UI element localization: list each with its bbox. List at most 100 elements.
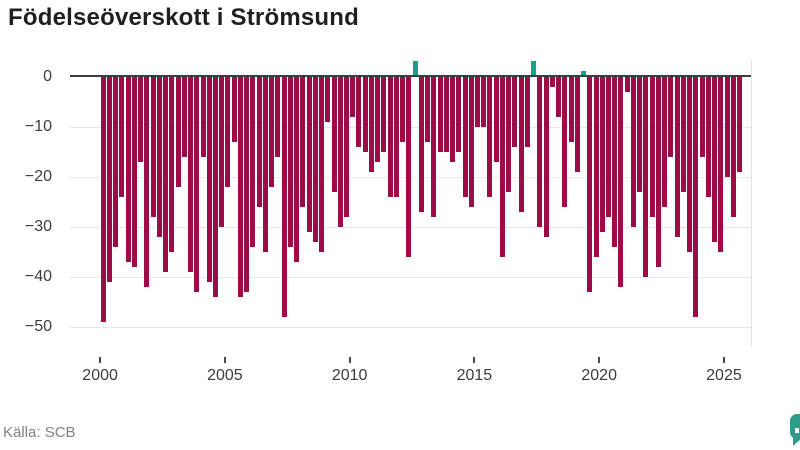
bar-2017Q3 bbox=[537, 77, 543, 227]
bar-2022Q4 bbox=[668, 77, 674, 157]
x-axis-tick-label: 2020 bbox=[581, 367, 617, 384]
bar-2007Q2 bbox=[281, 77, 287, 317]
bar-2017Q2 bbox=[531, 60, 537, 76]
bar-2011Q1 bbox=[375, 77, 381, 162]
bar-2001Q4 bbox=[144, 77, 150, 287]
bar-2020Q1 bbox=[599, 77, 605, 232]
bar-2015Q1 bbox=[475, 77, 480, 127]
bar-2001Q1 bbox=[125, 77, 131, 262]
bar-2004Q2 bbox=[206, 77, 212, 282]
bar-2012Q1 bbox=[400, 77, 406, 142]
bar-2016Q2 bbox=[506, 77, 512, 192]
bar-2025Q1 bbox=[724, 77, 730, 177]
bar-2000Q2 bbox=[106, 77, 112, 282]
bar-2021Q3 bbox=[637, 77, 643, 192]
bar-2021Q1 bbox=[624, 77, 630, 92]
bar-2004Q1 bbox=[200, 77, 206, 157]
bar-2004Q3 bbox=[212, 77, 218, 297]
bar-2023Q3 bbox=[687, 77, 693, 252]
bar-2006Q4 bbox=[269, 77, 275, 187]
bar-2006Q1 bbox=[250, 77, 256, 247]
bar-2015Q3 bbox=[487, 77, 493, 197]
bar-2000Q3 bbox=[113, 77, 119, 247]
bar-2017Q1 bbox=[524, 77, 530, 147]
bar-2010Q3 bbox=[362, 77, 368, 152]
page-title: Födelseöverskott i Strömsund bbox=[8, 4, 359, 31]
bar-2001Q2 bbox=[131, 77, 137, 267]
bar-2000Q4 bbox=[119, 77, 125, 197]
bar-2019Q3 bbox=[587, 77, 593, 292]
bar-2011Q2 bbox=[381, 77, 387, 152]
bar-2008Q3 bbox=[312, 77, 318, 242]
speech-bubble-bar-chart-icon bbox=[790, 414, 800, 439]
x-axis-tick-label: 2005 bbox=[207, 367, 243, 384]
bar-2024Q2 bbox=[705, 77, 711, 197]
bar-2016Q3 bbox=[512, 77, 518, 147]
bar-2013Q2 bbox=[431, 77, 437, 217]
bar-2019Q4 bbox=[593, 77, 599, 257]
bar-2025Q2 bbox=[730, 77, 736, 217]
bar-2010Q4 bbox=[368, 77, 374, 172]
bar-2020Q3 bbox=[612, 77, 618, 247]
bar-2017Q4 bbox=[543, 77, 549, 237]
bar-2006Q2 bbox=[256, 77, 262, 207]
bar-2022Q1 bbox=[649, 77, 655, 217]
bar-2023Q1 bbox=[674, 77, 680, 237]
bar-2014Q4 bbox=[468, 77, 474, 207]
bar-2002Q2 bbox=[156, 77, 162, 237]
bar-2020Q2 bbox=[606, 77, 612, 217]
bar-2013Q4 bbox=[443, 77, 449, 152]
bar-2012Q3 bbox=[412, 60, 418, 76]
bar-2020Q4 bbox=[618, 77, 624, 287]
bar-2007Q1 bbox=[275, 77, 281, 157]
bar-2008Q2 bbox=[306, 77, 312, 232]
y-axis-tick-label: 0 bbox=[43, 68, 52, 85]
bar-2024Q4 bbox=[718, 77, 724, 252]
x-axis-tick-label: 2015 bbox=[456, 367, 493, 384]
bar-2007Q4 bbox=[294, 77, 300, 262]
bar-2022Q3 bbox=[662, 77, 668, 207]
bar-2009Q3 bbox=[337, 77, 343, 227]
bar-2018Q4 bbox=[568, 77, 574, 142]
bar-2002Q4 bbox=[169, 77, 175, 252]
bar-2008Q1 bbox=[300, 77, 306, 207]
bar-2018Q3 bbox=[562, 77, 568, 207]
x-axis-tick-2010 bbox=[348, 357, 351, 363]
bar-2012Q2 bbox=[406, 77, 412, 257]
bar-2018Q2 bbox=[556, 77, 562, 117]
bar-2007Q3 bbox=[287, 77, 293, 247]
bar-2015Q2 bbox=[481, 77, 487, 127]
bar-2005Q3 bbox=[237, 77, 243, 297]
bar-2013Q3 bbox=[437, 77, 443, 152]
bar-2015Q4 bbox=[493, 77, 499, 162]
y-axis-tick-label: −40 bbox=[24, 268, 52, 285]
y-axis-tick-label: −20 bbox=[24, 168, 52, 185]
bar-2024Q3 bbox=[712, 77, 718, 242]
bar-2024Q1 bbox=[699, 77, 705, 157]
bar-2010Q1 bbox=[350, 77, 356, 117]
bar-2003Q2 bbox=[181, 77, 187, 157]
bar-2014Q1 bbox=[450, 77, 456, 162]
bar-2000Q1 bbox=[100, 77, 106, 322]
x-axis-tick-2025 bbox=[722, 357, 725, 363]
bar-2019Q1 bbox=[574, 77, 580, 172]
speech-bubble-tail bbox=[793, 438, 800, 446]
bar-2003Q1 bbox=[175, 77, 181, 187]
bar-2021Q4 bbox=[643, 77, 649, 277]
gridline-y-40 bbox=[70, 276, 751, 278]
bar-2013Q1 bbox=[425, 77, 431, 142]
zero-axis-line bbox=[70, 75, 751, 77]
bar-2023Q4 bbox=[693, 77, 699, 317]
bar-2016Q1 bbox=[499, 77, 505, 257]
bar-2014Q2 bbox=[456, 77, 462, 152]
plot-right-border bbox=[751, 60, 752, 346]
birth-surplus-bar-chart: 0 −10 −20 −30 −40 −50 2000 2005 2010 2015 2020 2025 bbox=[24, 60, 752, 384]
x-axis-tick-2000 bbox=[99, 357, 102, 363]
bar-2001Q3 bbox=[138, 77, 144, 162]
bar-2011Q3 bbox=[387, 77, 393, 197]
bar-2004Q4 bbox=[219, 77, 225, 227]
bar-2022Q2 bbox=[655, 77, 661, 267]
x-axis-tick-2015 bbox=[473, 357, 476, 363]
x-axis-tick-label: 2025 bbox=[706, 367, 742, 384]
bar-2021Q2 bbox=[630, 77, 636, 227]
